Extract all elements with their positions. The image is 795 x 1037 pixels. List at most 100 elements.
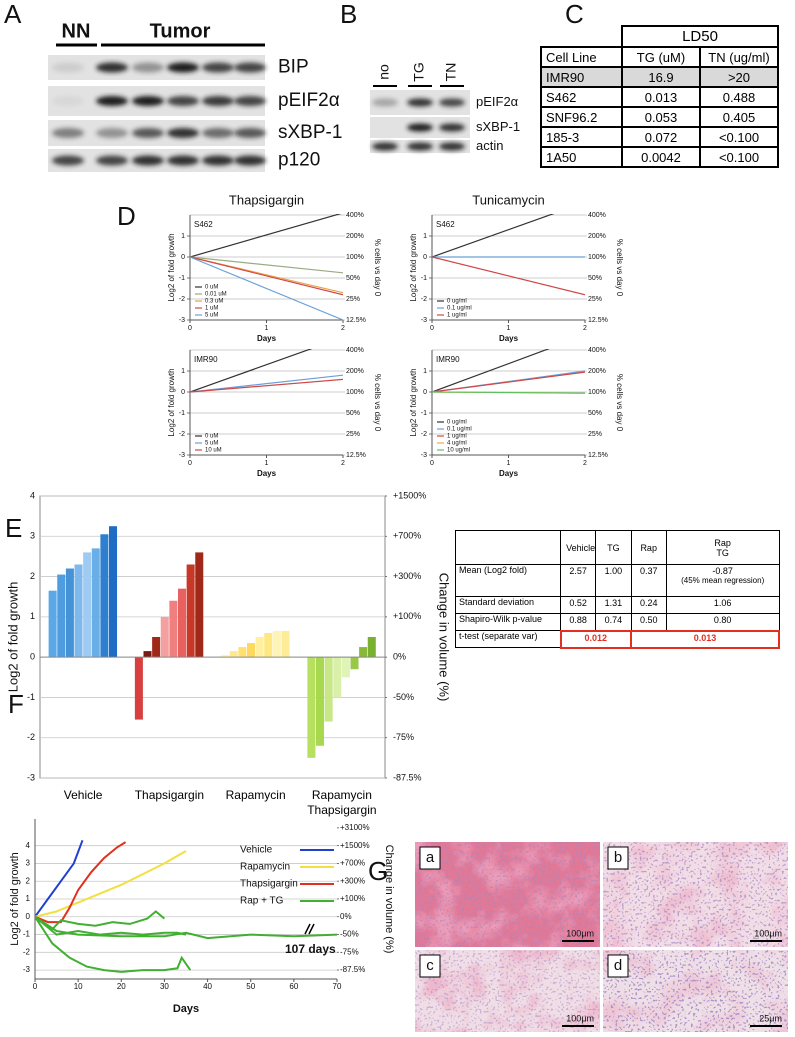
- y-axis-label: Log2 of fold growth: [167, 233, 176, 301]
- axis-break: [304, 923, 311, 935]
- legend-label: Vehicle: [240, 845, 273, 856]
- annotation: S462: [436, 220, 455, 229]
- y2-tick-label: 400%: [346, 212, 364, 219]
- bar: [350, 657, 359, 670]
- band-label: BIP: [278, 57, 309, 78]
- y-axis-label: Log2 of fold growth: [9, 852, 21, 946]
- panel-label: D: [117, 201, 136, 231]
- y-tick-label: 4: [30, 490, 35, 500]
- line: [35, 910, 337, 973]
- cell-value: -0.87: [712, 566, 733, 576]
- table-cell: IMR90: [540, 66, 623, 88]
- blot-band: [202, 62, 234, 73]
- x-axis-label: Days: [499, 469, 519, 478]
- legend-label: 1 ug/ml: [447, 434, 467, 440]
- y-tick-label: -2: [421, 431, 427, 438]
- bar: [307, 657, 316, 758]
- y2-tick-label: 200%: [346, 233, 364, 240]
- label-box: [419, 846, 441, 870]
- table-cell: 0.072: [621, 126, 701, 148]
- y-tick-label: -1: [421, 275, 427, 282]
- bar: [247, 643, 256, 658]
- column-header: Rap: [640, 542, 657, 553]
- y2-tick-label: 25%: [588, 296, 602, 303]
- blot-band: [372, 98, 398, 107]
- y-tick-label: -2: [179, 431, 185, 438]
- legend-label: Rapamycin: [240, 862, 290, 873]
- column-header: TG: [607, 542, 620, 553]
- line: [190, 256, 343, 296]
- lane-group-label: NN: [62, 20, 91, 42]
- y2-tick-label: 400%: [588, 347, 606, 354]
- y2-tick-label: +700%: [340, 859, 365, 868]
- y-tick-label: -3: [421, 452, 427, 459]
- lane-group-label: Tumor: [150, 20, 211, 42]
- table-cell: -0.87 (45% mean regression): [665, 564, 780, 597]
- table-row: Standard deviation 0.52 1.31 0.24 1.06: [455, 596, 780, 614]
- line: [190, 374, 343, 393]
- y2-tick-label: 0%: [340, 912, 352, 921]
- table-cell: Vehicle: [559, 530, 597, 565]
- panel-label: G: [368, 856, 388, 886]
- table-cell: <0.100: [699, 126, 779, 148]
- blot-band: [234, 62, 266, 73]
- y2-tick-label: 100%: [588, 389, 606, 396]
- y2-tick-label: 200%: [588, 233, 606, 240]
- blot-band: [202, 96, 234, 106]
- y-tick-label: -3: [23, 965, 31, 974]
- x-tick-label: Thapsigargin: [134, 788, 205, 802]
- y-axis-label: Log2 of fold growth: [5, 582, 20, 693]
- y2-tick-label: -75%: [393, 732, 414, 742]
- bar: [359, 647, 368, 658]
- blot-band: [407, 142, 433, 151]
- y-tick-label: 2: [26, 876, 31, 885]
- histology-nuclei: [415, 950, 600, 1032]
- blot-band: [234, 96, 266, 106]
- scale-bar-label: 100μm: [566, 1013, 594, 1023]
- y-tick-label: -2: [27, 732, 35, 742]
- bar: [143, 651, 152, 658]
- table-cell: 0.37: [630, 564, 667, 597]
- y-tick-label: -3: [27, 772, 35, 782]
- y2-tick-label: -75%: [340, 947, 359, 956]
- table-cell: 185-3: [540, 126, 623, 148]
- legend-label: 5 uM: [205, 313, 218, 319]
- legend-label: 0 ug/ml: [447, 299, 467, 305]
- table-cell: <0.100: [699, 146, 779, 168]
- table-row: SNF96.2 0.053 0.405: [540, 106, 779, 128]
- column-header: Vehicle: [566, 542, 596, 553]
- image-label: a: [426, 849, 435, 866]
- scale-bar-label: 100μm: [754, 928, 782, 938]
- y2-tick-label: 12.5%: [588, 317, 608, 324]
- y-axis-label: Log2 of fold growth: [409, 368, 418, 436]
- bar: [238, 647, 247, 658]
- y-tick-label: -2: [23, 947, 31, 956]
- chart-title: Tunicamycin: [472, 192, 544, 207]
- y2-tick-label: +3100%: [340, 823, 370, 832]
- blot-band: [234, 128, 266, 138]
- blot-band: [439, 123, 465, 132]
- lane-label: no: [376, 64, 392, 80]
- cell-value: 1.06: [713, 598, 732, 608]
- bar: [333, 657, 342, 698]
- legend-label: 1 ug/ml: [447, 313, 467, 319]
- blot-band: [407, 123, 433, 132]
- y-tick-label: -3: [421, 317, 427, 324]
- bar: [255, 637, 264, 658]
- y2-tick-label: 200%: [588, 368, 606, 375]
- annotation: 107 days: [285, 942, 336, 956]
- annotation: S462: [194, 220, 213, 229]
- table-cell: Rap: [630, 530, 667, 565]
- y2-tick-label: +1500%: [393, 490, 426, 500]
- table-cell: 0.52: [559, 596, 597, 614]
- y-tick-label: 0: [423, 254, 427, 261]
- table-row: Cell Line TG (uM) TN (ug/ml): [540, 46, 779, 68]
- x-tick-label: 2: [583, 325, 587, 332]
- y2-tick-label: 400%: [346, 347, 364, 354]
- x-axis-label: Days: [257, 469, 277, 478]
- bar: [186, 564, 195, 658]
- table-cell: 0.24: [630, 596, 667, 614]
- label-box: [607, 954, 629, 978]
